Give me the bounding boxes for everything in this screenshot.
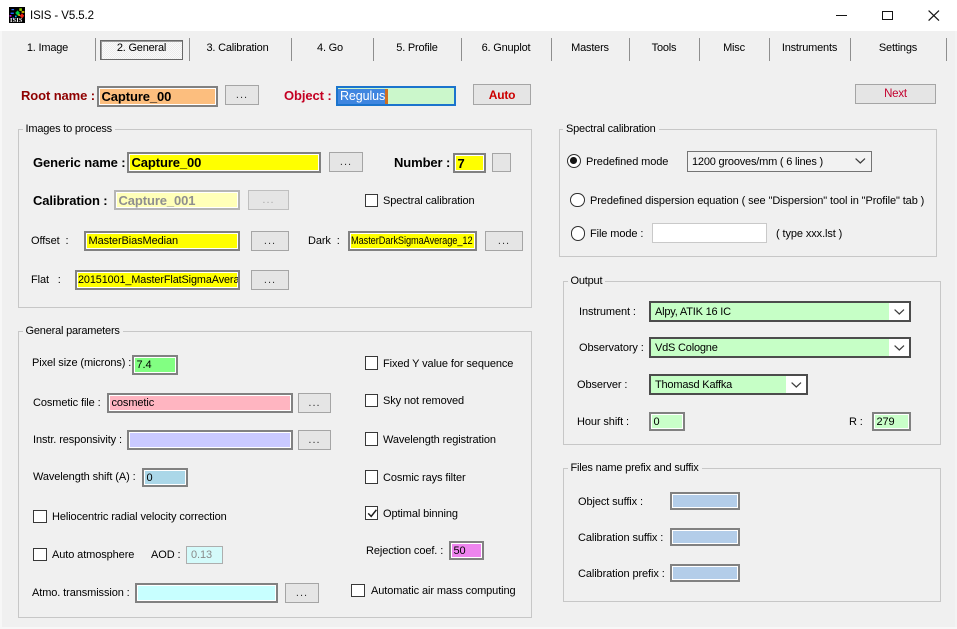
svg-text:ISIS: ISIS	[10, 17, 23, 23]
